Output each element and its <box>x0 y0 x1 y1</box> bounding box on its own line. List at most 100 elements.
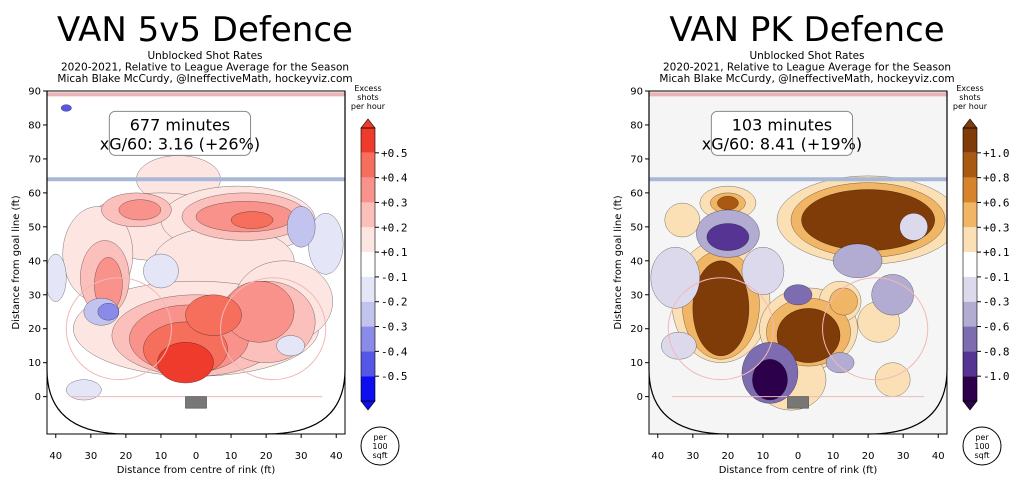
colorbar-segment <box>963 276 977 302</box>
annotation-box <box>710 110 854 156</box>
colorbar-segment <box>963 152 977 178</box>
x-tick-label: 30 <box>686 451 699 462</box>
y-tick-label: 70 <box>28 154 41 165</box>
chart-subtitle: 2020-2021, Relative to League Average fo… <box>663 62 951 74</box>
colorbar-tick-label: +0.2 <box>381 221 408 234</box>
colorbar-tick-label: +0.8 <box>983 172 1010 185</box>
contour-region <box>664 202 701 238</box>
colorbar-arrow-top <box>360 118 376 129</box>
colorbar-tick-label: +0.5 <box>381 147 408 160</box>
y-tick-label: 10 <box>630 358 643 369</box>
x-tick-label: 0 <box>193 451 199 462</box>
contour-region <box>752 359 788 401</box>
y-tick-label: 0 <box>35 392 41 403</box>
colorbar-tick-label: -0.8 <box>983 345 1010 358</box>
colorbar-title: shots <box>357 93 378 102</box>
chart-subtitle: 2020-2021, Relative to League Average fo… <box>61 62 349 74</box>
x-tick-label: 40 <box>330 451 343 462</box>
contour-region <box>741 246 785 296</box>
y-tick-label: 30 <box>630 290 643 301</box>
colorbar-title: Excess <box>956 84 983 93</box>
colorbar-segment <box>361 326 375 352</box>
y-tick-label: 70 <box>630 154 643 165</box>
colorbar-tick-label: -0.2 <box>381 296 408 309</box>
x-tick-label: 40 <box>932 451 945 462</box>
x-tick-label: 10 <box>225 451 238 462</box>
goal-net <box>787 396 809 409</box>
colorbar-segment <box>361 301 375 327</box>
contour-region <box>829 287 858 316</box>
chart-title: VAN PK Defence <box>669 10 944 50</box>
x-tick-label: 30 <box>295 451 308 462</box>
y-tick-label: 40 <box>28 256 41 267</box>
colorbar-segment <box>963 301 977 327</box>
chart-subtitle: Micah Blake McCurdy, @IneffectiveMath, h… <box>57 73 352 85</box>
colorbar-tick-label: -0.1 <box>381 271 408 284</box>
colorbar-segment <box>361 202 375 228</box>
colorbar-title: shots <box>959 93 980 102</box>
colorbar-tick-label: -0.3 <box>983 296 1010 309</box>
y-tick-label: 90 <box>630 87 643 98</box>
unit-circle <box>962 426 1002 466</box>
y-tick-label: 20 <box>28 324 41 335</box>
annotation-minutes: 677 minutes <box>130 115 230 134</box>
contour-region <box>276 335 305 357</box>
contour-region <box>66 379 102 401</box>
contour-region <box>825 352 855 374</box>
contour-region <box>717 196 739 211</box>
contour-region <box>832 243 883 279</box>
colorbar-tick-label: +0.1 <box>381 246 408 259</box>
colorbar-segment <box>361 227 375 253</box>
y-tick-label: 80 <box>630 120 643 131</box>
x-tick-label: 20 <box>722 451 735 462</box>
faceoff-circle <box>220 277 327 381</box>
colorbar-segment <box>361 276 375 302</box>
colorbar-segment <box>963 128 977 153</box>
colorbar-title: per hour <box>351 102 386 111</box>
y-axis-label: Distance from goal line (ft) <box>11 195 22 329</box>
colorbar-segment <box>361 376 375 401</box>
colorbar-frame <box>360 127 376 402</box>
y-tick-label: 10 <box>28 358 41 369</box>
annotation-xg: xG/60: 3.16 (+26%) <box>100 134 260 153</box>
unit-label: per <box>975 433 989 442</box>
colorbar-segment <box>963 351 977 377</box>
contour-region <box>47 253 67 302</box>
contour-region <box>230 211 274 229</box>
colorbar-tick-label: -0.4 <box>381 345 408 358</box>
x-tick-label: 30 <box>84 451 97 462</box>
colorbar-arrow-bottom <box>962 400 978 411</box>
contour-region <box>650 246 701 309</box>
colorbar-tick-label: -1.0 <box>983 370 1010 383</box>
faceoff-circle <box>822 277 929 381</box>
y-tick-label: 50 <box>630 222 643 233</box>
y-tick-label: 20 <box>630 324 643 335</box>
contour-region <box>185 294 242 336</box>
colorbar-tick-label: +0.6 <box>983 196 1010 209</box>
x-tick-label: 10 <box>757 451 770 462</box>
colorbar-segment <box>963 202 977 228</box>
chart-subtitle: Micah Blake McCurdy, @IneffectiveMath, h… <box>659 73 954 85</box>
contour-region <box>783 284 813 306</box>
contour-region <box>706 223 750 251</box>
y-axis-label: Distance from goal line (ft) <box>613 195 624 329</box>
contour-region <box>899 213 928 241</box>
unit-label: 100 <box>372 442 387 451</box>
y-tick-label: 60 <box>28 188 41 199</box>
chart-title: VAN 5v5 Defence <box>57 10 353 50</box>
colorbar-frame <box>962 127 978 402</box>
contour-region <box>661 331 697 360</box>
colorbar-arrow-top <box>962 118 978 129</box>
unit-label: per <box>373 433 387 442</box>
unit-label: sqft <box>974 451 989 460</box>
unit-label: sqft <box>372 451 387 460</box>
annotation-box <box>108 110 252 156</box>
colorbar-tick-label: +1.0 <box>983 147 1010 160</box>
y-tick-label: 50 <box>28 222 41 233</box>
x-axis-label: Distance from centre of rink (ft) <box>117 465 276 476</box>
colorbar-tick-label: -0.5 <box>381 370 408 383</box>
contour-region <box>118 199 162 221</box>
